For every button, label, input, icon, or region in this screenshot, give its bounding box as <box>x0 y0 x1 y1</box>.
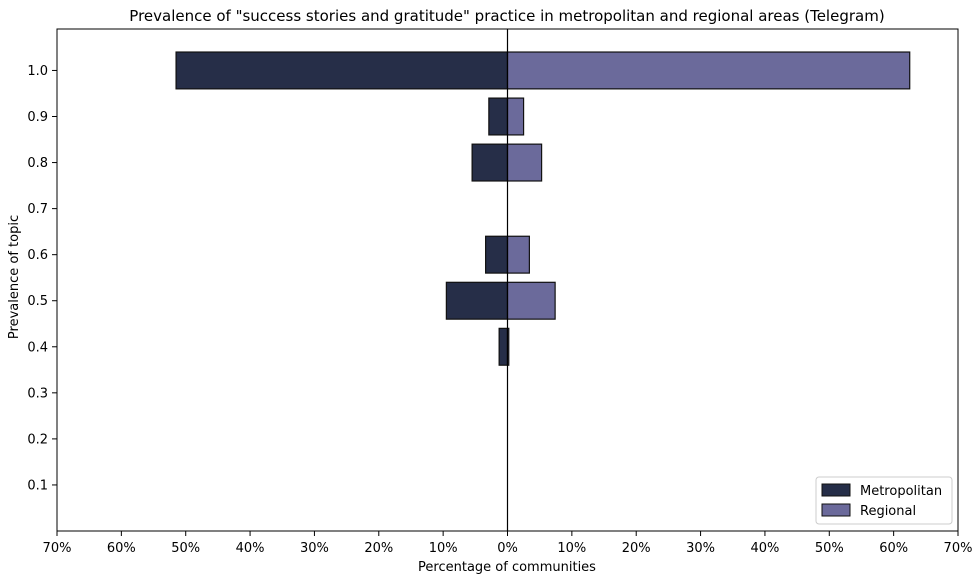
x-tick-label: 20% <box>364 541 393 556</box>
y-tick-label: 0.7 <box>27 202 48 217</box>
y-tick-label: 0.2 <box>27 432 48 447</box>
metropolitan-bar-0.5 <box>445 281 509 320</box>
x-tick-label: 20% <box>622 541 651 556</box>
legend-swatch-regional <box>821 503 851 517</box>
regional-bar-0.8 <box>506 143 543 182</box>
metropolitan-bar-0.6 <box>485 235 509 274</box>
x-tick-label: 40% <box>750 541 779 556</box>
bars-layer <box>175 51 911 366</box>
y-tick-label: 0.5 <box>27 294 48 309</box>
x-axis-label: Percentage of communities <box>418 560 596 575</box>
y-tick-label: 0.8 <box>27 156 48 171</box>
x-tick-label: 10% <box>429 541 458 556</box>
x-tick-label: 40% <box>236 541 265 556</box>
y-tick-label: 0.9 <box>27 110 48 125</box>
chart-title: Prevalence of "success stories and grati… <box>129 7 884 25</box>
regional-bar-0.5 <box>506 281 556 320</box>
y-tick-label: 0.6 <box>27 248 48 263</box>
x-tick-label: 60% <box>107 541 136 556</box>
x-tick-label: 70% <box>43 541 72 556</box>
x-tick-label: 50% <box>815 541 844 556</box>
y-tick-label: 0.4 <box>27 340 48 355</box>
axes-layer: 70% 60% 50% 40% 30% 20% 10% 0% 10% 20% 30% 40% 50% 60… <box>27 28 973 556</box>
metropolitan-bar-0.9 <box>488 97 509 136</box>
metropolitan-bar-0.4 <box>498 327 509 366</box>
y-tick-label: 1.0 <box>27 64 48 79</box>
regional-bar-0.9 <box>506 97 525 136</box>
metropolitan-bar-1 <box>175 51 509 90</box>
x-tick-label: 70% <box>944 541 973 556</box>
x-tick-label: 50% <box>171 541 200 556</box>
x-tick-label: 30% <box>686 541 715 556</box>
legend-label-metropolitan: Metropolitan <box>860 484 942 499</box>
y-axis-label: Prevalence of topic <box>7 215 22 339</box>
y-tick-label: 0.3 <box>27 386 48 401</box>
legend: Metropolitan Regional <box>815 476 953 525</box>
legend-swatch-metropolitan <box>821 483 851 497</box>
regional-bar-0.6 <box>506 235 530 274</box>
x-tick-label: 0% <box>497 541 518 556</box>
x-tick-label: 60% <box>879 541 908 556</box>
x-tick-label: 30% <box>300 541 329 556</box>
y-tick-label: 0.1 <box>27 478 48 493</box>
x-tick-label: 10% <box>557 541 586 556</box>
legend-label-regional: Regional <box>860 504 916 519</box>
regional-bar-1 <box>506 51 911 90</box>
metropolitan-bar-0.8 <box>471 143 509 182</box>
